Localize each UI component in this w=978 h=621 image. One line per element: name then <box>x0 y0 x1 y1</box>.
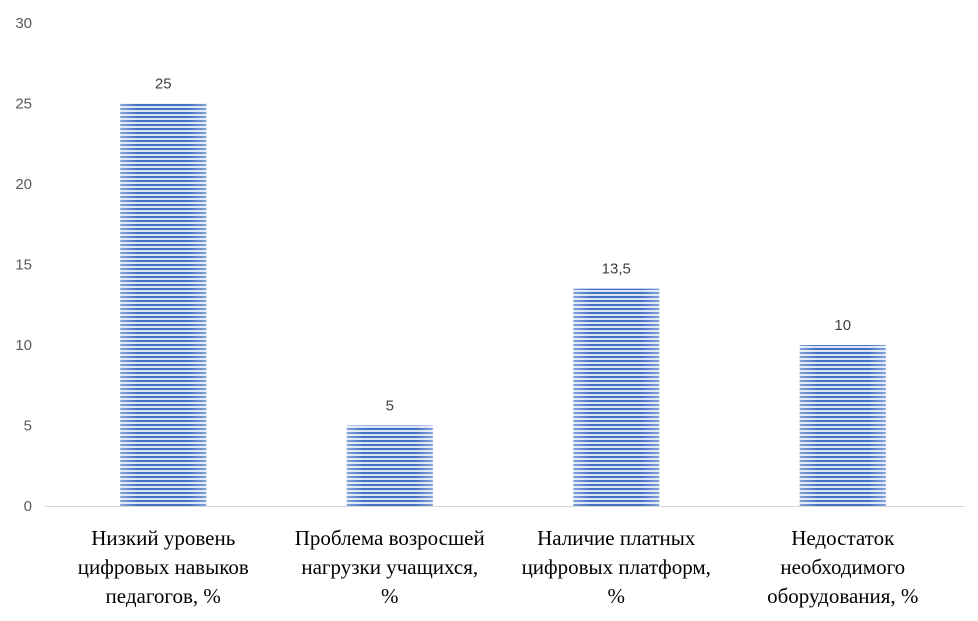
y-tick-label: 15 <box>15 257 32 274</box>
category-label: Низкий уровень <box>91 526 235 550</box>
y-tick-label: 0 <box>24 498 32 515</box>
data-label: 10 <box>834 317 851 334</box>
category-label: педагогов, % <box>106 584 221 608</box>
y-tick-label: 25 <box>15 96 32 113</box>
data-label: 13,5 <box>602 261 631 278</box>
bar-shading <box>120 103 207 506</box>
category-label: Недостаток <box>791 526 895 550</box>
category-label: цифровых платформ, <box>522 555 711 579</box>
category-label: необходимого <box>780 555 905 579</box>
category-label: % <box>381 584 399 608</box>
y-tick-label: 10 <box>15 337 32 354</box>
bar-shading <box>573 288 660 506</box>
category-label: Проблема возросшей <box>295 526 485 550</box>
category-label: нагрузки учащихся, <box>301 555 478 579</box>
category-label: оборудования, % <box>767 584 918 608</box>
category-label: цифровых навыков <box>78 555 249 579</box>
y-tick-label: 20 <box>15 176 32 193</box>
y-tick-label: 30 <box>15 15 32 32</box>
data-label: 25 <box>155 76 172 93</box>
bar-shading <box>799 345 886 506</box>
category-label: % <box>608 584 626 608</box>
bar-shading <box>346 425 433 506</box>
category-label: Наличие платных <box>537 526 696 550</box>
data-label: 5 <box>386 398 394 415</box>
y-tick-label: 5 <box>24 418 32 435</box>
